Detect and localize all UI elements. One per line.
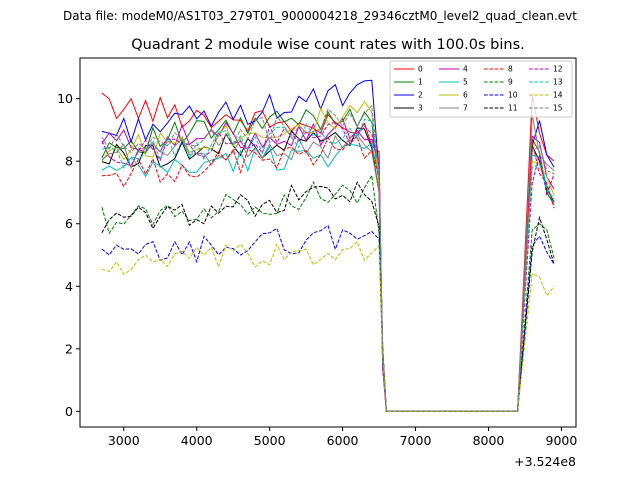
x-tick-label: 9000 <box>546 433 578 448</box>
series-line-14 <box>101 240 555 412</box>
x-tick-label: 7000 <box>400 433 432 448</box>
figure-suptitle: Data file: modeM0/AS1T03_279T01_90000042… <box>63 9 577 23</box>
series-line-13 <box>101 118 555 412</box>
legend-label-12: 12 <box>553 65 563 74</box>
legend-label-5: 5 <box>463 78 468 87</box>
x-tick-label: 5000 <box>254 433 286 448</box>
x-tick-label: 8000 <box>473 433 505 448</box>
x-tick-label: 4000 <box>181 433 213 448</box>
legend-label-9: 9 <box>508 78 513 87</box>
legend-box <box>389 60 573 118</box>
plot-background <box>80 58 576 427</box>
y-tick-label: 8 <box>65 154 73 169</box>
x-tick-label: 3000 <box>108 433 140 448</box>
y-axis: 0 2 4 6 8 10 <box>57 91 80 419</box>
x-axis-offset-label: +3.524e8 <box>514 454 576 469</box>
y-tick-label: 10 <box>57 91 73 106</box>
y-tick-label: 6 <box>65 216 73 231</box>
series-layer <box>101 79 555 412</box>
legend-label-6: 6 <box>463 91 468 100</box>
y-tick-label: 0 <box>65 404 73 419</box>
y-tick-label: 4 <box>65 279 73 294</box>
legend-label-14: 14 <box>553 91 563 100</box>
series-line-15 <box>101 104 555 412</box>
legend-label-7: 7 <box>463 104 468 113</box>
legend-label-4: 4 <box>463 65 468 74</box>
legend-label-11: 11 <box>508 104 518 113</box>
legend-label-1: 1 <box>418 78 423 87</box>
x-tick-label: 6000 <box>327 433 359 448</box>
legend-label-10: 10 <box>508 91 518 100</box>
legend-label-3: 3 <box>418 104 423 113</box>
y-tick-label: 2 <box>65 341 73 356</box>
legend-label-0: 0 <box>418 65 423 74</box>
legend-label-2: 2 <box>418 91 423 100</box>
plot-frame <box>79 57 577 428</box>
legend-label-13: 13 <box>553 78 563 87</box>
legend-label-8: 8 <box>508 65 513 74</box>
x-axis: 3000 4000 5000 6000 7000 8000 9000 <box>108 427 578 448</box>
chart-title: Quadrant 2 module wise count rates with … <box>131 37 525 53</box>
legend-label-15: 15 <box>553 104 563 113</box>
